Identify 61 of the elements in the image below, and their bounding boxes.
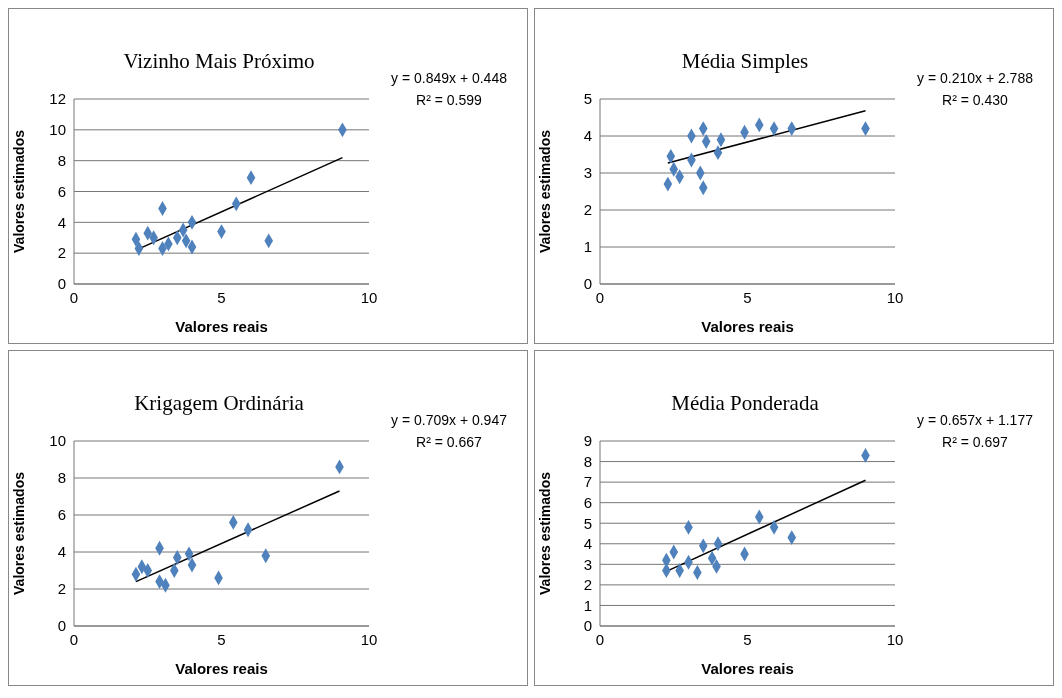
y-tick-label: 4 — [57, 543, 66, 561]
y-tick-label: 8 — [583, 452, 592, 470]
x-tick-label: 5 — [743, 630, 752, 648]
y-tick-label: 8 — [57, 151, 66, 169]
x-tick-label: 5 — [743, 288, 752, 306]
y-tick-label: 10 — [49, 432, 66, 450]
y-tick-label: 3 — [583, 164, 592, 182]
y-tick-label: 6 — [583, 493, 592, 511]
y-tick-label: 4 — [583, 535, 592, 553]
y-tick-label: 7 — [583, 473, 592, 491]
x-tick-label: 0 — [595, 630, 605, 648]
x-tick-label: 10 — [360, 630, 378, 648]
x-tick-label: 0 — [69, 288, 79, 306]
y-tick-label: 0 — [57, 617, 66, 635]
y-tick-label: 4 — [57, 213, 66, 231]
y-tick-label: 12 — [49, 90, 66, 108]
text: R² = 0.430 — [941, 91, 1009, 110]
y-tick-label: 5 — [583, 514, 592, 532]
chart-title: Média Ponderada — [670, 391, 820, 416]
y-tick-label: 0 — [583, 275, 592, 293]
y-tick-label: 2 — [583, 576, 592, 594]
text: y = 0.210x + 2.788 — [916, 69, 1034, 88]
y-tick-label: 2 — [57, 244, 66, 262]
y-tick-label: 6 — [57, 182, 66, 200]
y-tick-label: 3 — [583, 555, 592, 573]
text: R² = 0.667 — [415, 433, 483, 452]
y-axis-title: Valores estimados — [10, 471, 27, 595]
y-tick-label: 9 — [583, 432, 592, 450]
x-tick-label: 10 — [886, 630, 904, 648]
text: R² = 0.697 — [941, 433, 1009, 452]
y-tick-label: 5 — [583, 90, 592, 108]
text: R² = 0.599 — [415, 91, 483, 110]
x-tick-label: 0 — [595, 288, 605, 306]
x-axis-title: Valores reais — [701, 660, 794, 677]
chart-title: Krigagem Ordinária — [133, 391, 305, 416]
y-axis-title: Valores estimados — [536, 129, 553, 253]
y-axis-title: Valores estimados — [10, 129, 27, 253]
y-tick-label: 4 — [583, 127, 592, 145]
y-tick-label: 8 — [57, 469, 66, 487]
x-axis-title: Valores reais — [175, 318, 268, 335]
y-tick-label: 6 — [57, 506, 66, 524]
x-tick-label: 5 — [217, 630, 226, 648]
chart-title: Média Simples — [680, 49, 810, 74]
y-tick-label: 1 — [583, 596, 592, 614]
y-tick-label: 2 — [57, 580, 66, 598]
text: y = 0.657x + 1.177 — [916, 411, 1034, 430]
chart-title: Vizinho Mais Próximo — [122, 49, 316, 74]
y-tick-label: 0 — [583, 617, 592, 635]
y-axis-title: Valores estimados — [536, 471, 553, 595]
text: y = 0.849x + 0.448 — [390, 69, 508, 88]
y-tick-label: 2 — [583, 201, 592, 219]
y-tick-label: 1 — [583, 238, 592, 256]
y-tick-label: 10 — [49, 121, 66, 139]
x-tick-label: 5 — [217, 288, 226, 306]
text: y = 0.709x + 0.947 — [390, 411, 508, 430]
x-tick-label: 10 — [360, 288, 378, 306]
x-axis-title: Valores reais — [175, 660, 268, 677]
x-axis-title: Valores reais — [701, 318, 794, 335]
y-tick-label: 0 — [57, 275, 66, 293]
x-tick-label: 0 — [69, 630, 79, 648]
x-tick-label: 10 — [886, 288, 904, 306]
